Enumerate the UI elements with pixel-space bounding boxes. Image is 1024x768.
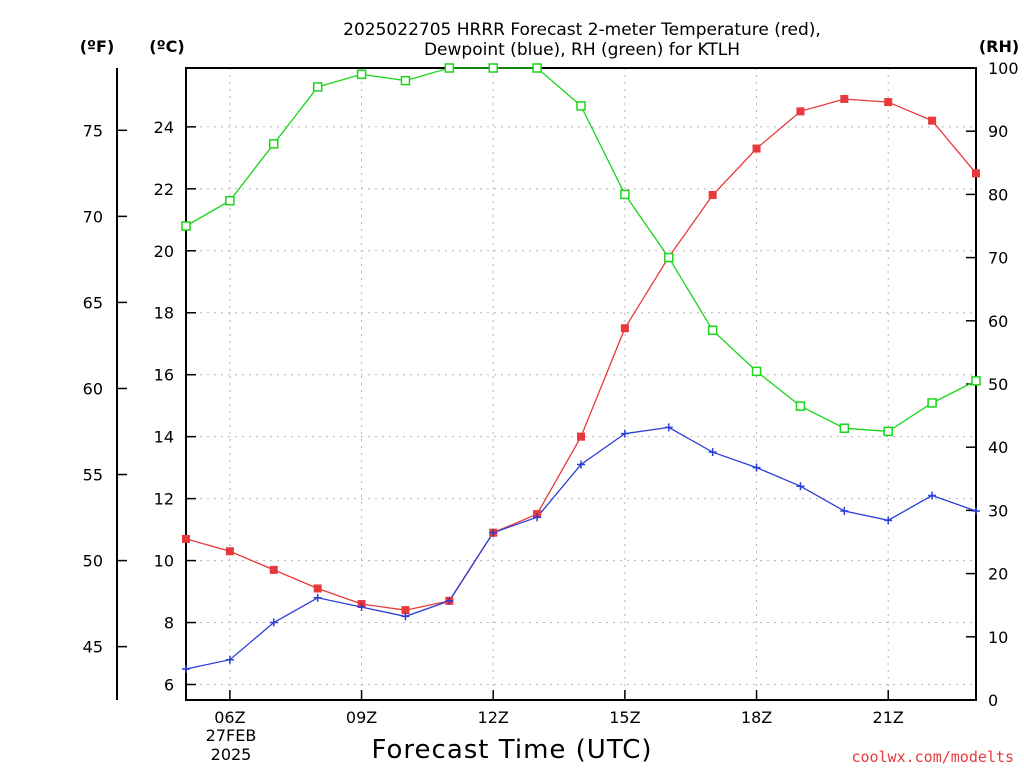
dewpoint-point — [840, 507, 849, 516]
2-meter-temperature-point — [182, 534, 190, 543]
rh-point — [927, 398, 937, 408]
rh-point — [795, 401, 806, 411]
rh-point — [400, 75, 411, 86]
rh-point — [269, 139, 279, 149]
2-meter-temperature-point — [752, 144, 761, 153]
celsius-tick-label: 12 — [154, 490, 174, 509]
dewpoint-point — [225, 655, 234, 664]
rh-point — [664, 252, 674, 263]
rh-tick-label: 0 — [988, 691, 998, 710]
celsius-tick-label: 8 — [164, 614, 174, 633]
rh-tick-label: 30 — [988, 501, 1008, 520]
y-axis-rh-label: (RH) — [979, 37, 1019, 56]
2-meter-temperature-point — [708, 191, 717, 200]
dewpoint-point — [664, 423, 673, 432]
dewpoint-point — [401, 612, 410, 621]
fahrenheit-tick-label: 55 — [83, 466, 103, 485]
rh-point — [576, 101, 586, 111]
dewpoint-point — [357, 603, 366, 612]
rh-tick-label: 50 — [988, 375, 1008, 394]
celsius-tick-label: 20 — [154, 242, 174, 261]
2-meter-temperature-point — [269, 565, 278, 574]
x-tick-label: 18Z — [741, 708, 772, 727]
2-meter-temperature-point — [577, 432, 585, 441]
y-axis-celsius-label: (ºC) — [149, 37, 184, 56]
x-tick-label: 09Z — [346, 708, 377, 727]
data-markers — [181, 63, 981, 674]
celsius-tick-label: 10 — [154, 552, 174, 571]
dewpoint-point — [884, 516, 893, 525]
rh-point — [883, 426, 893, 437]
x-axis-label: Forecast Time (UTC) — [371, 735, 652, 765]
rh-tick-label: 40 — [988, 438, 1008, 457]
2-meter-temperature-point — [840, 94, 849, 103]
celsius-tick-label: 22 — [154, 180, 174, 199]
rh-point — [181, 221, 191, 231]
tick-labels: 6 8 10 12 14 16 18 20 22 24 45 50 55 60 65 70 75 0 10 20 30 4… — [83, 59, 1019, 727]
dewpoint-point — [182, 665, 190, 674]
celsius-tick-label: 18 — [154, 304, 174, 323]
chart-title-line1: 2025022705 HRRR Forecast 2-meter Tempera… — [343, 20, 821, 40]
dewpoint-point — [620, 429, 629, 438]
dewpoint-point — [928, 491, 937, 500]
x-tick-label: 15Z — [609, 708, 640, 727]
rh-point — [971, 376, 981, 386]
dewpoint-point — [577, 460, 585, 469]
dewpoint-point — [445, 596, 454, 605]
celsius-tick-label: 24 — [154, 118, 174, 137]
x-tick-label: 12Z — [478, 708, 509, 727]
chart-title-line2: Dewpoint (blue), RH (green) for KTLH — [424, 40, 740, 60]
date-label-line1: 27FEB — [206, 726, 257, 745]
celsius-tick-label: 16 — [154, 366, 174, 385]
rh-point — [532, 63, 542, 73]
rh-point — [839, 423, 850, 433]
rh-point — [488, 63, 498, 73]
dewpoint-point — [313, 593, 322, 602]
2-meter-temperature-point — [884, 98, 893, 107]
rh-tick-label: 10 — [988, 628, 1008, 647]
rh-point — [225, 195, 235, 206]
fahrenheit-tick-label: 70 — [83, 207, 103, 226]
y-axis-fahrenheit-label: (ºF) — [80, 37, 115, 56]
grid-lines — [186, 68, 976, 700]
x-tick-label: 06Z — [214, 708, 245, 727]
rh-tick-label: 20 — [988, 565, 1008, 584]
rh-point — [620, 189, 630, 200]
2-meter-temperature-point — [928, 116, 937, 125]
celsius-tick-label: 6 — [164, 676, 174, 695]
rh-tick-label: 90 — [988, 122, 1008, 141]
rh-tick-label: 100 — [988, 59, 1019, 78]
dewpoint-point — [533, 513, 542, 522]
x-tick-label: 21Z — [873, 708, 904, 727]
rh-point — [312, 82, 323, 92]
dewpoint-point — [972, 507, 980, 516]
fahrenheit-tick-label: 75 — [83, 121, 103, 140]
2-meter-temperature-point — [401, 606, 410, 615]
dewpoint-point — [752, 463, 761, 472]
rh-tick-label: 80 — [988, 185, 1008, 204]
dewpoint-point — [489, 528, 498, 537]
rh-point — [707, 325, 718, 336]
rh-tick-label: 60 — [988, 312, 1008, 331]
dewpoint-point — [796, 482, 805, 491]
rh-point — [751, 366, 762, 377]
rh-point — [444, 63, 455, 73]
celsius-tick-label: 14 — [154, 428, 174, 447]
rh-tick-label: 70 — [988, 249, 1008, 268]
2-meter-temperature-point — [313, 584, 322, 593]
fahrenheit-tick-label: 50 — [83, 552, 103, 571]
2-meter-temperature-point — [972, 169, 980, 178]
dewpoint-point — [269, 618, 278, 627]
fahrenheit-tick-label: 60 — [83, 379, 103, 398]
rh-point — [356, 69, 367, 80]
credit-label: coolwx.com/modelts — [851, 748, 1014, 766]
2-meter-temperature-point — [620, 324, 629, 333]
fahrenheit-tick-label: 65 — [83, 293, 103, 312]
dewpoint-point — [708, 448, 717, 457]
2-meter-temperature-point — [796, 107, 805, 116]
2-meter-temperature-point — [225, 547, 234, 556]
fahrenheit-tick-label: 45 — [83, 638, 103, 657]
date-label-line2: 2025 — [211, 745, 252, 764]
